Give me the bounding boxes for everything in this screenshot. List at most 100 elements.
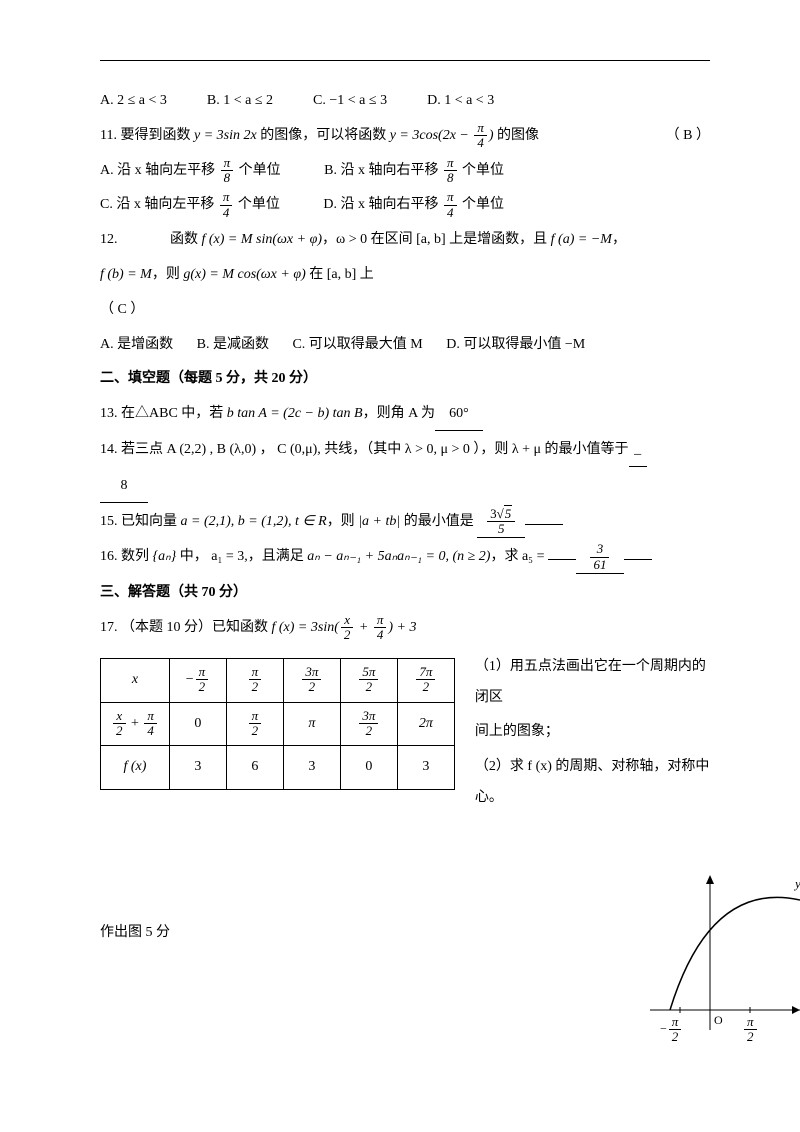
q17-4: 4 <box>374 628 387 642</box>
chart-xp-d: 2 <box>744 1030 757 1044</box>
t-r3-4: 3 <box>397 746 454 790</box>
q17-sub1b: 间上的图象； <box>475 717 710 748</box>
q14-a: 14. 若三点 A (2,2) , B (λ,0) ， C (0,μ), 共线，… <box>100 442 629 457</box>
t-r2fd3: 2 <box>359 724 378 738</box>
q12-options: A. 是增函数 B. 是减函数 C. 可以取得最大值 M D. 可以取得最小值 … <box>100 330 710 361</box>
t-r2-2: π <box>308 716 315 731</box>
q11-optD-pre: D. 沿 x 轴向右平移 <box>323 197 442 212</box>
q12-1b: ，ω > 0 在区间 [a, b] 上是增函数，且 <box>322 232 551 247</box>
q15-den: 5 <box>487 522 515 536</box>
q11-pi-4d: 4 <box>474 136 487 150</box>
t-r1s0: − <box>186 672 194 687</box>
q11-optB-pre: B. 沿 x 轴向右平移 <box>324 163 442 178</box>
q11-mid: 的图像，可以将函数 <box>257 128 390 143</box>
q11d-n: π <box>444 190 457 205</box>
q17-graph: y O −π2 π2 <box>650 870 800 1050</box>
q15-d: |a + tb| <box>358 514 400 529</box>
t-r1d0: 2 <box>196 680 209 694</box>
t-r3-3: 0 <box>340 746 397 790</box>
q10-opt-c: C. −1 < a ≤ 3 <box>313 86 387 117</box>
q13-answer: 60° <box>435 399 483 431</box>
q15-e: 的最小值是 <box>400 514 474 529</box>
t-r1d3: 2 <box>359 680 378 694</box>
q16-d: aₙ − aₙ₋₁ + 5aₙaₙ₋₁ = 0, (n ≥ 2) <box>307 549 490 564</box>
q12-gap <box>121 232 170 247</box>
q11d-d: 4 <box>444 206 457 220</box>
q10-opt-b: B. 1 < a ≤ 2 <box>207 86 273 117</box>
q12-fx: f (x) = M sin(ωx + φ) <box>202 232 323 247</box>
q12-2c: g(x) = M cos(ωx + φ) <box>183 267 305 282</box>
q15-b: a = (2,1), b = (1,2), t ∈ R <box>181 514 327 529</box>
q10-opt-a: A. 2 ≤ a < 3 <box>100 86 167 117</box>
t-r2c1c: π <box>144 709 157 724</box>
q12-1c: f (a) = −M <box>551 232 612 247</box>
t-r1d2: 2 <box>302 680 321 694</box>
q17-bpost: ) + 3 <box>388 620 416 635</box>
t-r1d1: 2 <box>249 680 262 694</box>
svg-text:y: y <box>793 876 800 891</box>
q17-stem: 17. （本题 10 分）已知函数 f (x) = 3sin(x2 + π4) … <box>100 613 710 644</box>
q17-sub1: （1）用五点法画出它在一个周期内的闭区 <box>475 652 710 714</box>
q12-stem2: f (b) = M，则 g(x) = M cos(ωx + φ) 在 [a, b… <box>100 260 710 291</box>
q16-a: 16. 数列 <box>100 549 153 564</box>
table-row: f (x) 3 6 3 0 3 <box>101 746 455 790</box>
q11-pre: 11. 要得到函数 <box>100 128 194 143</box>
q10-options: A. 2 ≤ a < 3 B. 1 < a ≤ 2 C. −1 < a ≤ 3 … <box>100 86 710 117</box>
q11a-n: π <box>221 156 234 171</box>
q12-stem1: 12. 函数 f (x) = M sin(ωx + φ)，ω > 0 在区间 [… <box>100 225 710 256</box>
svg-text:O: O <box>714 1013 723 1027</box>
q11-end: 的图像 <box>494 128 540 143</box>
q17-pi: π <box>374 613 387 628</box>
q17-sub2: （2）求 f (x) 的周期、对称轴，对称中心。 <box>475 752 710 814</box>
page-top-rule <box>100 60 710 61</box>
table-row: x −π2 π2 3π2 5π2 7π2 <box>101 658 455 702</box>
q15-num-pre: 3 <box>490 506 497 521</box>
q11b-n: π <box>444 156 457 171</box>
q16-num: 3 <box>590 542 609 557</box>
q12-2b: ，则 <box>152 267 184 282</box>
t-r1d4: 2 <box>416 680 435 694</box>
q11a-d: 8 <box>221 171 234 185</box>
q11-optC-post: 个单位 <box>234 197 280 212</box>
t-r3-2: 3 <box>283 746 340 790</box>
q13-b: b tan A = (2c − b) tan B <box>227 406 363 421</box>
q12-2d: 在 [a, b] 上 <box>306 267 374 282</box>
q12-answer: （ C ） <box>100 295 710 326</box>
q10-opt-d: D. 1 < a < 3 <box>427 86 494 117</box>
q16: 16. 数列 {aₙ} 中， a₁ = 3,，且满足 aₙ − aₙ₋₁ + 5… <box>100 542 710 574</box>
q11-answer: （ B ） <box>666 121 710 152</box>
section2-heading: 二、填空题（每题 5 分，共 20 分） <box>100 364 710 395</box>
q16-e: ，求 a₅ = <box>490 549 548 564</box>
chart-xp-n: π <box>744 1015 757 1030</box>
table-row: x2 + π4 0 π2 π 3π2 2π <box>101 702 455 746</box>
t-r2-4: 2π <box>419 716 433 731</box>
q15-num-sqrt: 5 <box>504 505 513 521</box>
q11-optD-post: 个单位 <box>459 197 505 212</box>
q11-opts-row2: C. 沿 x 轴向左平移 π4 个单位 D. 沿 x 轴向右平移 π4 个单位 <box>100 190 710 221</box>
q11c-d: 4 <box>220 206 233 220</box>
q17-bmid: + <box>355 620 371 635</box>
t-r3c1: f (x) <box>123 759 146 774</box>
q11-optA-post: 个单位 <box>235 163 281 178</box>
q12-2a: f (b) = M <box>100 267 152 282</box>
chart-xn-n: π <box>669 1015 682 1030</box>
section3-heading: 三、解答题（共 70 分） <box>100 578 710 609</box>
q16-den: 61 <box>590 558 609 572</box>
q11b-d: 8 <box>444 171 457 185</box>
q17-x: x <box>341 613 354 628</box>
q15: 15. 已知向量 a = (2,1), b = (1,2), t ∈ R，则 |… <box>100 507 710 539</box>
t-r1n0: π <box>196 665 209 680</box>
t-r2c1b: 2 <box>113 724 126 738</box>
q12-pre: 12. <box>100 232 121 247</box>
q16-b: {aₙ} <box>153 549 177 564</box>
q11-f1: y = 3sin 2x <box>194 128 257 143</box>
t-r2fn3: 3π <box>359 709 378 724</box>
t-r2c1a: x <box>113 709 126 724</box>
q11-f2pre: y = 3cos(2x − <box>390 128 473 143</box>
q11-pi-4n: π <box>474 121 487 136</box>
q11-optC-pre: C. 沿 x 轴向左平移 <box>100 197 218 212</box>
q17-2: 2 <box>341 628 354 642</box>
q17-a: 17. （本题 10 分）已知函数 <box>100 620 272 635</box>
q12-optB: B. 是减函数 <box>197 330 269 361</box>
q12-optA: A. 是增函数 <box>100 330 173 361</box>
